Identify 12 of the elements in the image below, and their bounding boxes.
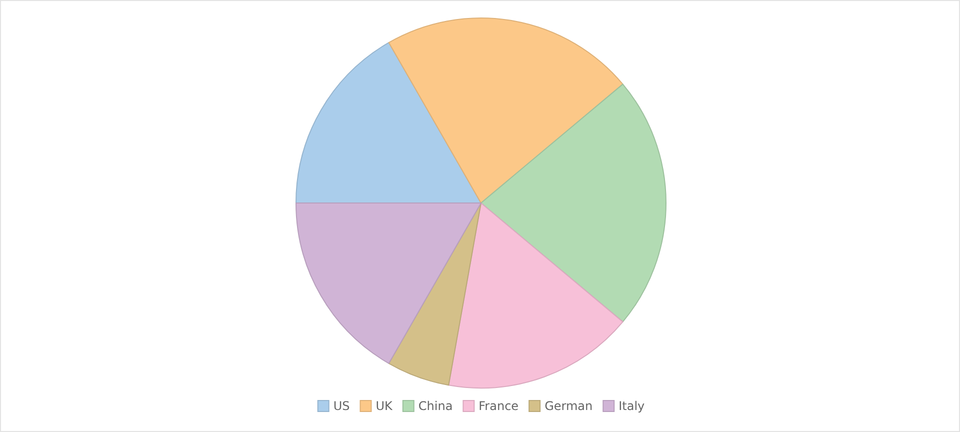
- pie-slice: [480, 84, 666, 322]
- legend-label: Italy: [618, 399, 645, 414]
- legend-label: German: [544, 399, 593, 414]
- pie-slice: [388, 202, 482, 386]
- legend-label: UK: [376, 399, 394, 414]
- pie-slice: [388, 18, 624, 204]
- pie-slice: [448, 202, 624, 388]
- pie-slice: [296, 202, 482, 364]
- legend-label: US: [333, 399, 350, 414]
- pie-slice: [296, 42, 482, 204]
- legend-label: China: [418, 399, 453, 414]
- legend-label: France: [478, 399, 519, 414]
